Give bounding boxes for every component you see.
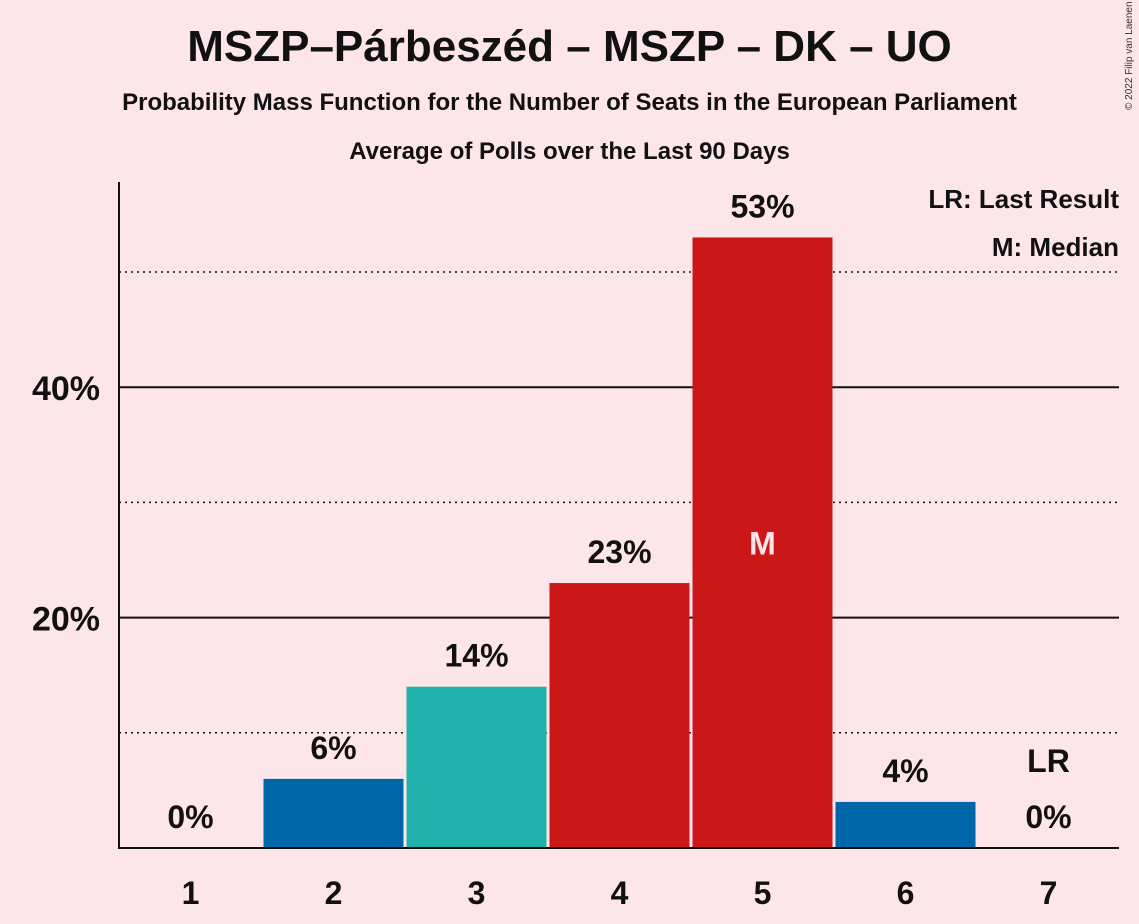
x-tick-label: 6: [897, 875, 915, 911]
chart-title: MSZP–Párbeszéd – MSZP – DK – UO: [187, 22, 952, 71]
x-tick-label: 5: [754, 875, 772, 911]
value-label: 53%: [730, 188, 794, 224]
x-tick-label: 2: [325, 875, 343, 911]
y-tick-label: 40%: [32, 370, 100, 408]
legend-last-result: LR: Last Result: [928, 184, 1119, 214]
y-tick-label: 20%: [32, 601, 100, 639]
x-tick-label: 3: [468, 875, 486, 911]
chart-subtitle-2: Average of Polls over the Last 90 Days: [349, 138, 790, 165]
value-label: 23%: [587, 534, 651, 570]
chart-subtitle: Probability Mass Function for the Number…: [122, 89, 1017, 116]
x-tick-label: 4: [611, 875, 629, 911]
value-label: 0%: [1025, 799, 1071, 835]
x-tick-label: 7: [1040, 875, 1058, 911]
value-label: 14%: [444, 638, 508, 674]
value-label: 4%: [882, 753, 928, 789]
value-label: 0%: [167, 799, 213, 835]
bar-seat-4: [549, 583, 690, 848]
bar-seat-6: [835, 801, 976, 848]
bar-seat-3: [406, 686, 547, 848]
bar-seat-5: [692, 237, 833, 848]
last-result-marker: LR: [1027, 743, 1070, 779]
median-marker: M: [749, 526, 776, 562]
x-tick-label: 1: [182, 875, 200, 911]
value-label: 6%: [310, 730, 356, 766]
legend-median: M: Median: [991, 232, 1119, 262]
bar-seat-2: [263, 778, 404, 848]
